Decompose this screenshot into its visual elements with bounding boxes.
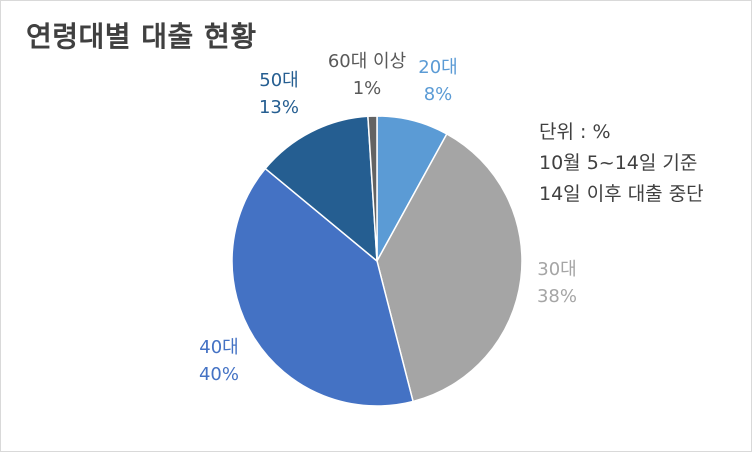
slice-category-label-1: 30대 [537,259,576,280]
slice-value-label-4: 1% [353,78,382,99]
slice-value-label-2: 40% [199,364,239,385]
chart-notes: 단위 : % 10월 5~14일 기준 14일 이후 대출 중단 [539,117,704,210]
note-unit: 단위 : % [539,121,611,143]
pie-slice-2 [231,167,414,407]
pie-slice-4 [367,115,378,262]
slice-category-label-2: 40대 [199,337,238,358]
note-suspension: 14일 이후 대출 중단 [539,183,704,205]
slice-category-label-4: 60대 이상 [328,51,406,72]
pie-slice-1 [376,132,523,403]
slice-value-label-3: 13% [259,97,299,118]
note-date-range: 10월 5~14일 기준 [539,152,698,174]
slice-category-label-3: 50대 [259,70,298,91]
slice-category-label-0: 20대 [418,57,457,78]
chart-title: 연령대별 대출 현황 [26,20,257,53]
slice-value-label-1: 38% [537,286,577,307]
pie-slice-3 [264,115,378,263]
slice-value-label-0: 8% [424,84,453,105]
